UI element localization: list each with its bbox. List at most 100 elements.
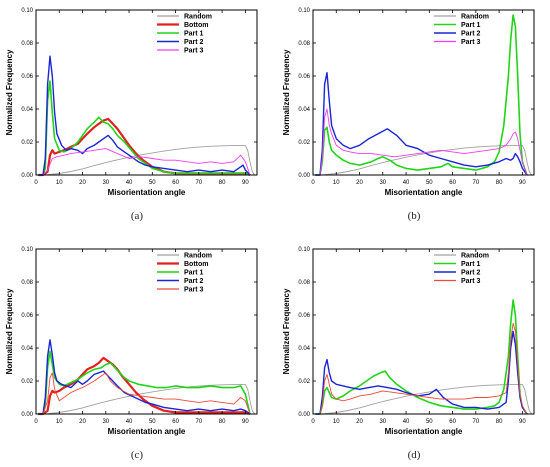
legend-label: Part 2 xyxy=(184,39,204,46)
x-tick-label: 70 xyxy=(472,180,479,186)
x-tick-label: 60 xyxy=(172,180,179,186)
x-tick-label: 10 xyxy=(333,180,340,186)
x-tick-label: 20 xyxy=(356,180,363,186)
x-tick-label: 40 xyxy=(126,419,133,425)
legend-label: Part 3 xyxy=(184,48,204,55)
series-line-part-3 xyxy=(38,148,251,176)
chart-panel-c: 0 10 20 30 40 50 60 70 80 90 0.00 0.02 0.04 0.06 0.08 0… xyxy=(5,247,258,436)
x-tick-label: 80 xyxy=(219,419,226,425)
plot-frame xyxy=(312,248,535,415)
x-tick-label: 10 xyxy=(333,419,340,425)
y-tick-label: 0.08 xyxy=(21,280,33,286)
x-tick-label: 90 xyxy=(519,180,526,186)
x-axis-title: Misorientation angle xyxy=(108,188,186,197)
series-line-part-1 xyxy=(38,350,251,415)
y-axis-title: Normalized Frequency xyxy=(282,49,291,135)
chart-panel-b: 0 10 20 30 40 50 60 70 80 90 0.00 0.02 0.04 0.06 0.08 0… xyxy=(282,8,535,197)
y-tick-label: 0.08 xyxy=(298,41,310,47)
y-tick-label: 0.00 xyxy=(298,412,310,418)
plot-frame xyxy=(35,9,258,176)
x-tick-label: 40 xyxy=(126,180,133,186)
plot-frame xyxy=(35,248,258,415)
x-tick-label: 50 xyxy=(149,180,156,186)
panel-caption-d: (d) xyxy=(407,449,421,461)
x-tick-label: 10 xyxy=(56,180,63,186)
x-tick-label: 0 xyxy=(311,180,315,186)
legend-label: Part 1 xyxy=(461,261,481,268)
y-tick-label: 0.10 xyxy=(21,8,33,14)
legend-label: Random xyxy=(184,253,212,260)
series-line-part-1 xyxy=(38,80,251,176)
x-tick-label: 80 xyxy=(496,419,503,425)
legend-label: Bottom xyxy=(184,261,209,268)
y-tick-label: 0.02 xyxy=(21,140,33,146)
series-line-part-2 xyxy=(315,71,528,176)
y-axis-title: Normalized Frequency xyxy=(5,49,14,135)
chart-panel-a: 0 10 20 30 40 50 60 70 80 90 0.00 0.02 0.04 0.06 0.08 0… xyxy=(5,8,258,197)
x-tick-label: 70 xyxy=(195,180,202,186)
series-line-random xyxy=(35,384,256,415)
plot-frame xyxy=(312,9,535,176)
series-line-part-1 xyxy=(315,14,528,176)
legend-label: Part 1 xyxy=(184,31,204,38)
legend-label: Part 3 xyxy=(461,39,481,46)
x-tick-label: 30 xyxy=(102,419,109,425)
series-line-part-2 xyxy=(38,339,251,415)
y-tick-label: 0.10 xyxy=(21,247,33,253)
y-tick-label: 0.04 xyxy=(21,107,33,113)
y-tick-label: 0.04 xyxy=(298,107,310,113)
y-tick-label: 0.10 xyxy=(298,8,310,14)
legend-label: Part 3 xyxy=(184,287,204,294)
legend-label: Part 1 xyxy=(461,22,481,29)
series-line-part-3 xyxy=(315,322,528,415)
panel-caption-c: (c) xyxy=(130,449,144,461)
y-tick-label: 0.04 xyxy=(21,346,33,352)
legend-label: Part 2 xyxy=(461,31,481,38)
y-tick-label: 0.02 xyxy=(21,379,33,385)
series-line-random xyxy=(35,145,256,176)
y-tick-label: 0.08 xyxy=(298,280,310,286)
y-tick-label: 0.00 xyxy=(298,173,310,179)
x-tick-label: 50 xyxy=(426,419,433,425)
x-tick-label: 50 xyxy=(426,180,433,186)
x-axis-title: Misorientation angle xyxy=(385,188,463,197)
x-tick-label: 90 xyxy=(519,419,526,425)
x-tick-label: 30 xyxy=(379,419,386,425)
series-line-part-3 xyxy=(315,108,528,176)
series-line-bottom xyxy=(38,117,251,177)
x-axis-title: Misorientation angle xyxy=(108,427,186,436)
legend-label: Part 1 xyxy=(184,270,204,277)
y-tick-label: 0.08 xyxy=(21,41,33,47)
x-tick-label: 30 xyxy=(102,180,109,186)
series-line-random xyxy=(312,145,533,176)
legend-label: Bottom xyxy=(184,22,209,29)
x-tick-label: 70 xyxy=(472,419,479,425)
y-tick-label: 0.00 xyxy=(21,173,33,179)
legend-label: Random xyxy=(461,14,489,21)
x-tick-label: 40 xyxy=(403,180,410,186)
x-tick-label: 10 xyxy=(56,419,63,425)
y-axis-title: Normalized Frequency xyxy=(5,288,14,374)
y-tick-label: 0.02 xyxy=(298,140,310,146)
series-line-random xyxy=(312,384,533,415)
x-tick-label: 90 xyxy=(242,419,249,425)
x-tick-label: 60 xyxy=(449,419,456,425)
series-line-part-2 xyxy=(38,55,251,176)
x-tick-label: 0 xyxy=(34,419,38,425)
y-tick-label: 0.04 xyxy=(298,346,310,352)
legend-label: Part 3 xyxy=(461,278,481,285)
legend-label: Part 2 xyxy=(461,270,481,277)
series-line-part-3 xyxy=(38,372,251,415)
y-tick-label: 0.10 xyxy=(298,247,310,253)
x-tick-label: 90 xyxy=(242,180,249,186)
y-tick-label: 0.06 xyxy=(298,313,310,319)
x-tick-label: 0 xyxy=(311,419,315,425)
x-tick-label: 20 xyxy=(79,180,86,186)
y-axis-title: Normalized Frequency xyxy=(282,288,291,374)
y-tick-label: 0.06 xyxy=(21,313,33,319)
x-tick-label: 60 xyxy=(172,419,179,425)
